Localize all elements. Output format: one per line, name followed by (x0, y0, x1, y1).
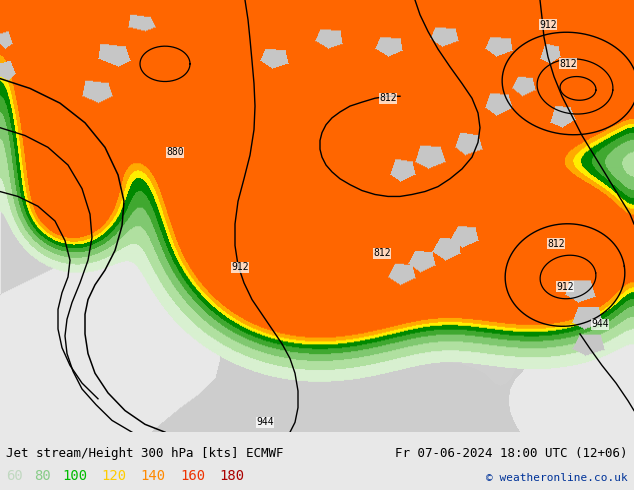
Text: 80: 80 (34, 469, 51, 483)
Text: 880: 880 (166, 147, 184, 157)
Text: 180: 180 (219, 469, 245, 483)
Text: 944: 944 (256, 417, 274, 427)
Text: 812: 812 (547, 239, 565, 248)
Text: 812: 812 (379, 93, 397, 103)
Text: 100: 100 (62, 469, 87, 483)
Text: 812: 812 (559, 59, 577, 69)
Text: 912: 912 (539, 20, 557, 29)
Text: Fr 07-06-2024 18:00 UTC (12+06): Fr 07-06-2024 18:00 UTC (12+06) (395, 447, 628, 460)
Text: Jet stream/Height 300 hPa [kts] ECMWF: Jet stream/Height 300 hPa [kts] ECMWF (6, 447, 284, 460)
Text: 912: 912 (231, 262, 249, 272)
Text: 120: 120 (101, 469, 127, 483)
Text: 812: 812 (373, 248, 391, 258)
Text: 912: 912 (556, 282, 574, 292)
Text: 944: 944 (591, 319, 609, 329)
Text: 60: 60 (6, 469, 23, 483)
Text: 140: 140 (141, 469, 166, 483)
Text: © weatheronline.co.uk: © weatheronline.co.uk (486, 473, 628, 483)
Text: 160: 160 (180, 469, 205, 483)
